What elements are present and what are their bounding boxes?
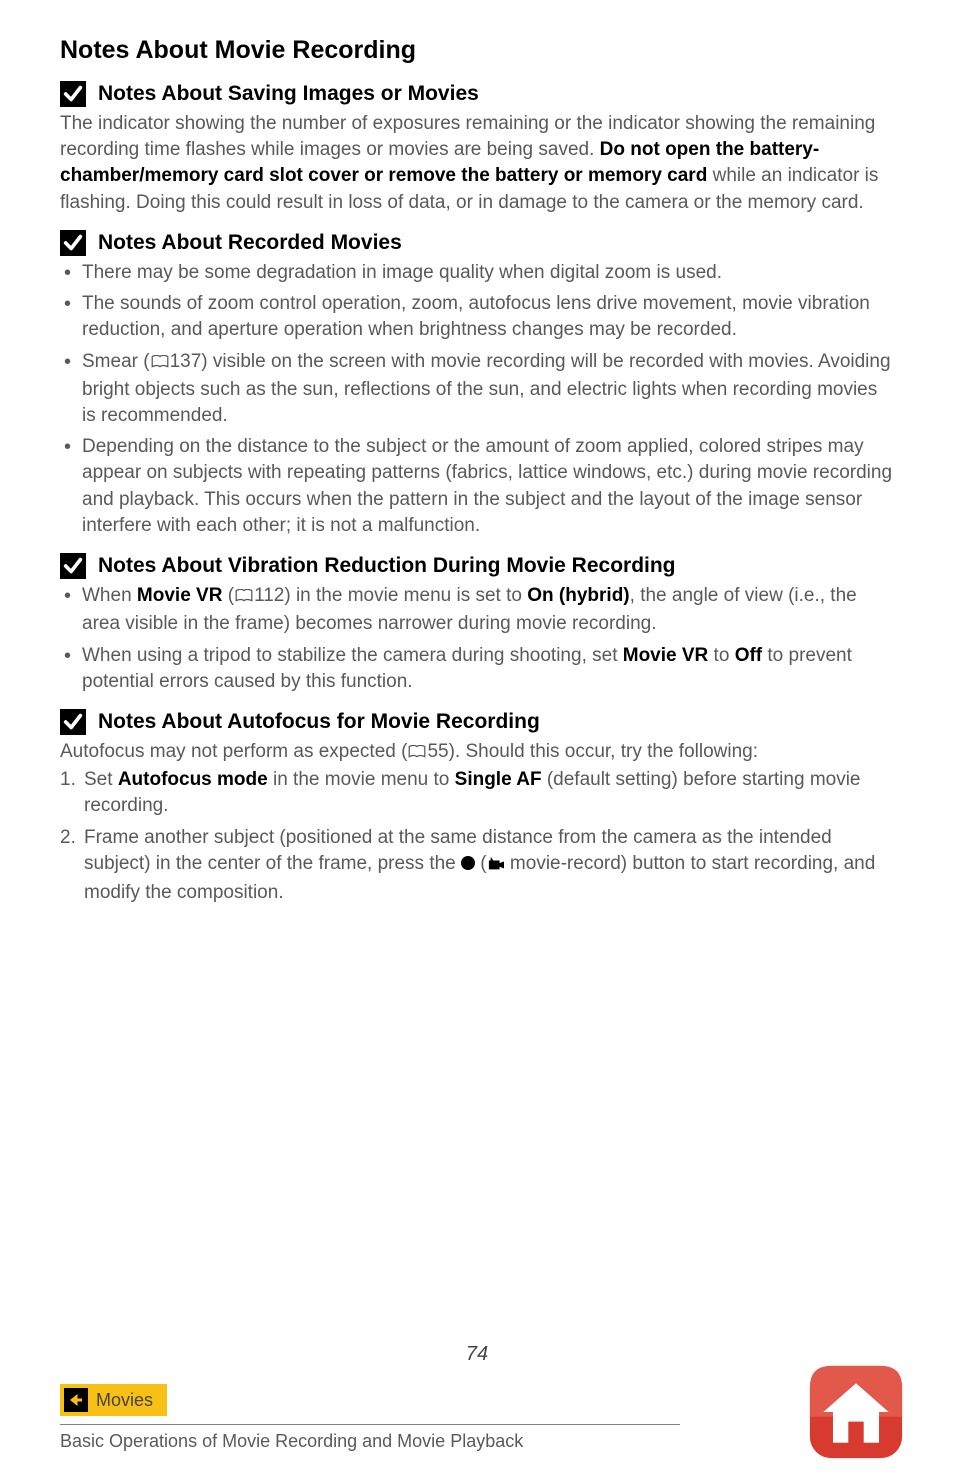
check-icon <box>60 553 86 579</box>
book-icon <box>234 585 254 611</box>
movie-camera-icon <box>487 854 505 880</box>
text-bold: On (hybrid) <box>527 585 629 606</box>
page-ref[interactable]: 55 <box>427 741 448 762</box>
text: ( <box>475 853 487 874</box>
text-bold: Movie VR <box>623 645 709 666</box>
bullet-list: When Movie VR (112) in the movie menu is… <box>60 583 894 695</box>
text: Smear ( <box>82 351 150 372</box>
text: Set <box>84 769 118 790</box>
section-autofocus: Notes About Autofocus for Movie Recordin… <box>60 709 894 906</box>
list-item: The sounds of zoom control operation, zo… <box>60 291 894 343</box>
book-icon <box>150 351 170 377</box>
bullet-list: There may be some degradation in image q… <box>60 260 894 539</box>
list-item: There may be some degradation in image q… <box>60 260 894 286</box>
section-heading: Notes About Recorded Movies <box>60 230 894 256</box>
text-bold: Off <box>735 645 762 666</box>
list-item: Frame another subject (positioned at the… <box>60 825 894 907</box>
page-ref[interactable]: 137 <box>170 351 202 372</box>
section-recorded: Notes About Recorded Movies There may be… <box>60 230 894 539</box>
section-title: Notes About Vibration Reduction During M… <box>98 554 676 578</box>
check-icon <box>60 709 86 735</box>
list-item: When using a tripod to stabilize the cam… <box>60 643 894 695</box>
section-heading: Notes About Autofocus for Movie Recordin… <box>60 709 894 735</box>
text-bold: Autofocus mode <box>118 769 268 790</box>
record-dot-icon <box>461 856 475 870</box>
book-icon <box>407 741 427 767</box>
page-number: 74 <box>60 1343 894 1366</box>
page-title: Notes About Movie Recording <box>60 36 894 65</box>
home-button[interactable] <box>808 1364 904 1460</box>
text-bold: Movie VR <box>137 585 223 606</box>
section-title: Notes About Autofocus for Movie Recordin… <box>98 710 540 734</box>
page-ref[interactable]: 112 <box>254 585 284 606</box>
section-heading: Notes About Vibration Reduction During M… <box>60 553 894 579</box>
breadcrumb[interactable]: Movies <box>60 1384 167 1416</box>
text: in the movie menu to <box>268 769 455 790</box>
text: ( <box>222 585 234 606</box>
list-item: When Movie VR (112) in the movie menu is… <box>60 583 894 637</box>
check-icon <box>60 230 86 256</box>
numbered-list: Set Autofocus mode in the movie menu to … <box>60 767 894 906</box>
text: ) visible on the screen with movie recor… <box>82 351 891 426</box>
text: When <box>82 585 137 606</box>
text: ) in the movie menu is set to <box>284 585 527 606</box>
back-arrow-icon <box>64 1388 88 1412</box>
breadcrumb-label: Movies <box>96 1390 153 1411</box>
text: to <box>708 645 734 666</box>
footer-section-label: Basic Operations of Movie Recording and … <box>60 1431 894 1452</box>
list-item: Set Autofocus mode in the movie menu to … <box>60 767 894 819</box>
text: ). Should this occur, try the following: <box>449 741 758 762</box>
divider <box>60 1424 680 1425</box>
text: When using a tripod to stabilize the cam… <box>82 645 623 666</box>
text-bold: Single AF <box>455 769 542 790</box>
section-title: Notes About Recorded Movies <box>98 231 402 255</box>
section-body: Autofocus may not perform as expected ( 5… <box>60 739 894 767</box>
section-body: The indicator showing the number of expo… <box>60 111 894 216</box>
section-heading: Notes About Saving Images or Movies <box>60 81 894 107</box>
section-title: Notes About Saving Images or Movies <box>98 82 479 106</box>
list-item: Smear ( 137) visible on the screen with m… <box>60 349 894 430</box>
section-saving: Notes About Saving Images or Movies The … <box>60 81 894 216</box>
list-item: Depending on the distance to the subject… <box>60 434 894 539</box>
text: Autofocus may not perform as expected ( <box>60 741 407 762</box>
check-icon <box>60 81 86 107</box>
section-vr: Notes About Vibration Reduction During M… <box>60 553 894 695</box>
